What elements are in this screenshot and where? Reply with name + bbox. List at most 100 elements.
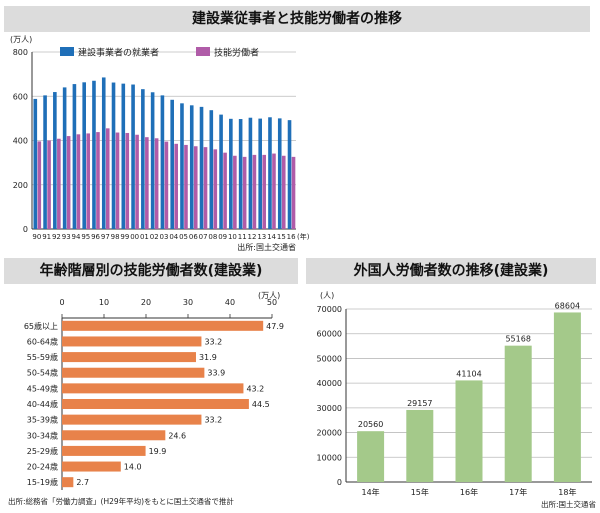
y-category-label: 20-24歳 <box>27 462 58 472</box>
bar-skilled <box>164 141 169 229</box>
bar-foreign-workers <box>504 345 532 482</box>
x-tick-label: 16 <box>287 233 296 241</box>
source-label: 出所:総務省「労働力調査」(H29年平均)をもとに国土交通省で推計 <box>8 496 234 506</box>
bar-value-label: 44.5 <box>252 400 270 409</box>
bar-age-group <box>62 461 121 472</box>
bar-value-label: 24.6 <box>168 431 186 440</box>
y-tick-label: 400 <box>13 137 28 146</box>
y-tick-label: 0 <box>337 478 342 487</box>
x-tick-label: 98 <box>111 233 120 241</box>
source-label: 出所:国土交通省 <box>237 242 296 252</box>
x-tick-label: 04 <box>169 233 178 241</box>
bar-value-label: 68604 <box>555 301 580 310</box>
bar-skilled <box>203 147 208 229</box>
x-unit-label: (年) <box>297 232 310 241</box>
bar-skilled <box>262 154 266 229</box>
bar-age-group <box>62 430 166 441</box>
x-tick-label: 15年 <box>411 487 429 497</box>
x-tick-label: 11 <box>238 233 247 241</box>
x-tick-label: 90 <box>32 233 41 241</box>
legend-swatch-employees <box>60 47 74 56</box>
x-tick-label: 14 <box>267 233 276 241</box>
bar-value-label: 33.2 <box>204 337 222 346</box>
x-tick-label: 97 <box>101 233 110 241</box>
y-category-label: 50-54歳 <box>27 368 58 378</box>
y-tick-label: 70000 <box>317 305 342 314</box>
bar-employees <box>238 119 243 229</box>
bar-foreign-workers <box>406 409 434 482</box>
bar-skilled <box>174 143 178 229</box>
bar-skilled <box>47 140 51 229</box>
x-tick-label: 99 <box>120 233 129 241</box>
y-tick-label: 0 <box>23 225 28 234</box>
bar-skilled <box>252 154 257 229</box>
bar-age-group <box>62 352 196 363</box>
x-tick-label: 01 <box>140 233 149 241</box>
bar-employees <box>258 118 262 229</box>
legend-swatch-skilled <box>196 47 210 56</box>
x-tick-label: 16年 <box>460 487 478 497</box>
bar-employees <box>72 84 77 229</box>
bar-value-label: 47.9 <box>266 322 284 331</box>
x-tick-label: 00 <box>130 233 139 241</box>
bar-employees <box>121 83 126 229</box>
bar-employees <box>209 110 214 229</box>
bar-foreign-workers <box>455 380 483 482</box>
y-category-label: 55-59歳 <box>27 352 58 362</box>
bar-employees <box>189 105 194 229</box>
bar-skilled <box>135 134 139 229</box>
bar-skilled <box>37 141 42 229</box>
bar-skilled <box>86 133 90 229</box>
bar-age-group <box>62 445 146 456</box>
bar-employees <box>268 117 272 229</box>
bar-employees <box>33 98 38 229</box>
bar-employees <box>131 84 135 230</box>
bar-skilled <box>154 138 159 229</box>
y-category-label: 25-29歳 <box>27 446 58 456</box>
x-tick-label: 02 <box>150 233 159 241</box>
x-tick-label: 50 <box>267 298 277 307</box>
y-category-label: 30-34歳 <box>27 430 58 440</box>
bar-value-label: 14.0 <box>124 463 142 472</box>
bar-skilled <box>223 152 227 229</box>
y-tick-label: 200 <box>13 181 28 190</box>
bar-skilled <box>66 136 71 229</box>
bar-skilled <box>125 132 130 229</box>
y-tick-label: 10000 <box>317 453 342 462</box>
legend-label-employees: 建設事業者の就業者 <box>78 47 159 59</box>
y-category-label: 35-39歳 <box>27 415 58 425</box>
bar-employees <box>229 118 233 229</box>
bar-value-label: 20560 <box>358 420 383 429</box>
bar-skilled <box>145 137 149 229</box>
x-tick-label: 0 <box>59 298 64 307</box>
x-tick-label: 10 <box>99 298 109 307</box>
y-category-label: 15-19歳 <box>27 477 58 487</box>
bar-age-group <box>62 336 202 347</box>
y-unit-label: (人) <box>320 291 334 300</box>
bar-skilled <box>272 153 276 229</box>
x-tick-label: 07 <box>199 233 208 241</box>
bar-value-label: 19.9 <box>149 447 167 456</box>
x-unit-label: (万人) <box>258 291 280 300</box>
x-tick-label: 17年 <box>509 487 527 497</box>
x-tick-label: 14年 <box>362 487 380 497</box>
bar-age-group <box>62 414 202 425</box>
y-category-label: 65歳以上 <box>24 321 58 331</box>
x-tick-label: 95 <box>81 233 90 241</box>
x-tick-label: 03 <box>160 233 169 241</box>
bar-skilled <box>291 156 296 229</box>
y-unit-label: (万人) <box>10 35 32 44</box>
bar-employees <box>82 82 86 229</box>
bar-skilled <box>242 156 247 229</box>
x-tick-label: 05 <box>179 233 188 241</box>
x-tick-label: 40 <box>225 298 235 307</box>
bar-employees <box>53 92 57 229</box>
bar-employees <box>62 87 67 230</box>
y-tick-label: 800 <box>13 48 28 57</box>
bar-employees <box>43 95 47 230</box>
x-tick-label: 13 <box>257 233 266 241</box>
x-tick-label: 92 <box>52 233 61 241</box>
bar-employees <box>101 77 106 229</box>
y-category-label: 45-49歳 <box>27 383 58 393</box>
x-tick-label: 93 <box>62 233 71 241</box>
